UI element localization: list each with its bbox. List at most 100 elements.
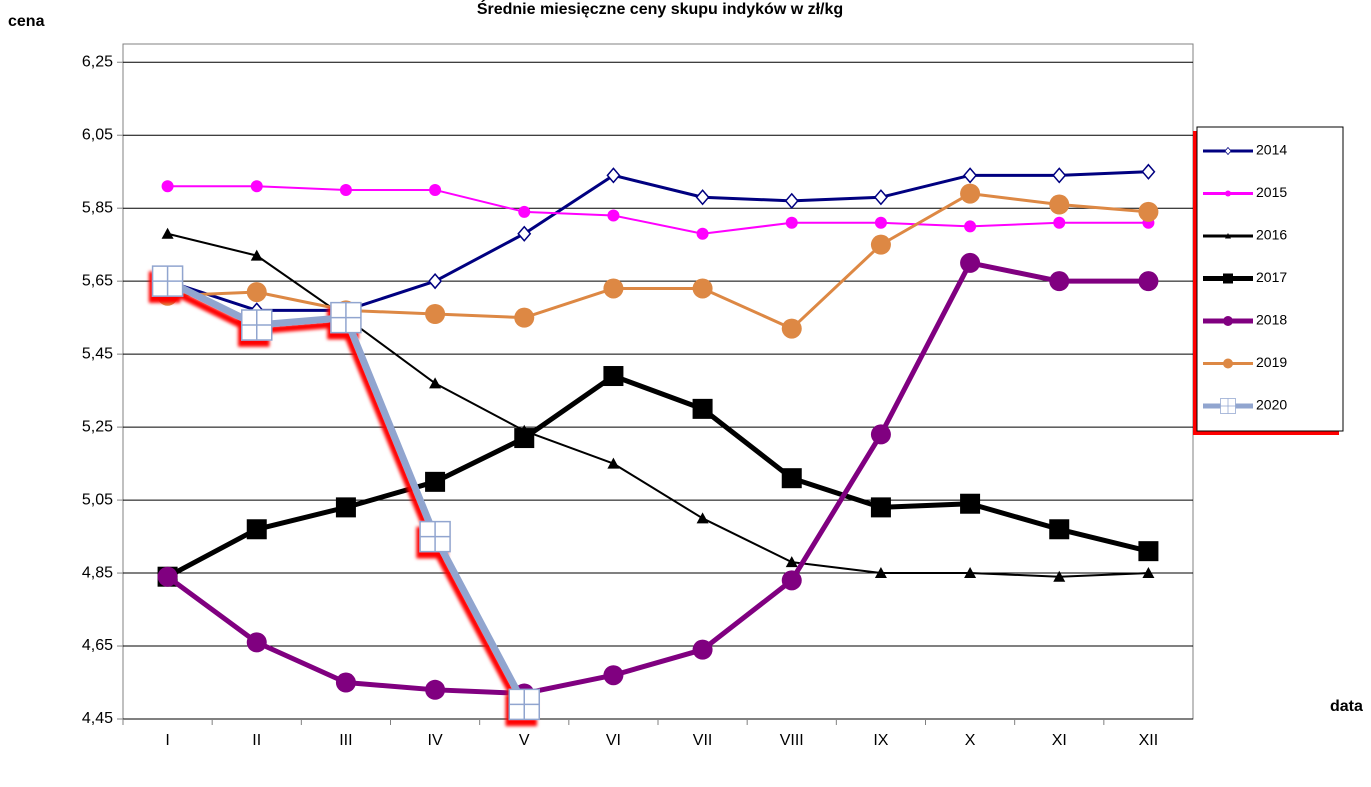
x-tick-label: I bbox=[165, 732, 169, 749]
legend-marker bbox=[1225, 190, 1231, 197]
data-point bbox=[335, 672, 356, 693]
series-line bbox=[166, 373, 1150, 579]
data-point bbox=[339, 183, 352, 196]
data-point bbox=[250, 180, 263, 193]
data-point bbox=[161, 227, 174, 239]
legend-marker bbox=[1224, 146, 1232, 156]
data-point bbox=[603, 665, 624, 686]
data-point bbox=[1049, 271, 1070, 292]
series-line bbox=[166, 278, 528, 707]
legend-label: 2015 bbox=[1256, 184, 1287, 200]
x-tick-label: II bbox=[252, 732, 261, 749]
data-point bbox=[425, 679, 446, 700]
legend-label: 2016 bbox=[1256, 227, 1287, 243]
legend-marker bbox=[1223, 316, 1233, 326]
y-tick-label: 5,65 bbox=[82, 272, 113, 289]
data-point bbox=[246, 519, 267, 540]
data-point bbox=[1142, 567, 1155, 579]
data-point bbox=[874, 216, 887, 229]
legend-marker bbox=[1223, 358, 1233, 369]
legend-symbol bbox=[1225, 233, 1231, 239]
data-point bbox=[874, 567, 887, 579]
data-point bbox=[870, 497, 891, 518]
data-point bbox=[514, 428, 535, 449]
x-tick-label: X bbox=[965, 732, 976, 749]
data-point bbox=[151, 265, 184, 297]
data-point bbox=[960, 493, 981, 514]
legend-label: 2018 bbox=[1256, 312, 1287, 328]
data-point bbox=[963, 167, 978, 184]
data-point bbox=[870, 234, 891, 255]
data-point bbox=[1138, 541, 1159, 562]
data-point bbox=[161, 180, 174, 193]
legend-symbol bbox=[1223, 316, 1233, 326]
y-tick-label: 4,85 bbox=[82, 564, 113, 581]
legend-label: 2014 bbox=[1256, 142, 1287, 158]
series bbox=[151, 265, 540, 721]
x-tick-label: VII bbox=[693, 732, 713, 749]
legend-marker bbox=[1220, 398, 1236, 414]
series-line bbox=[166, 260, 1149, 696]
data-point bbox=[514, 307, 535, 328]
data-point bbox=[781, 318, 802, 339]
legend-marker bbox=[1225, 233, 1231, 239]
data-point bbox=[250, 249, 263, 261]
x-tick-label: IV bbox=[428, 732, 443, 749]
data-point bbox=[246, 282, 267, 303]
data-point bbox=[517, 225, 532, 242]
legend-symbol bbox=[1223, 358, 1233, 369]
data-point bbox=[330, 301, 362, 334]
data-point bbox=[1141, 163, 1156, 180]
data-point bbox=[696, 227, 709, 240]
legend-label: 2017 bbox=[1256, 269, 1287, 285]
series bbox=[157, 183, 1159, 339]
series bbox=[161, 180, 1155, 240]
legend-marker bbox=[1223, 273, 1233, 284]
series-line bbox=[167, 232, 1149, 578]
data-point bbox=[335, 497, 356, 518]
y-tick-label: 5,05 bbox=[82, 491, 113, 508]
series bbox=[157, 366, 1159, 587]
y-tick-label: 4,45 bbox=[82, 710, 113, 727]
legend-symbol bbox=[1224, 146, 1232, 156]
data-point bbox=[1049, 519, 1070, 540]
legend-label: 2019 bbox=[1256, 354, 1287, 370]
data-point bbox=[781, 468, 802, 489]
data-point bbox=[784, 192, 799, 210]
y-tick-label: 5,45 bbox=[82, 345, 113, 362]
x-tick-label: IX bbox=[873, 732, 888, 749]
data-point bbox=[603, 278, 624, 299]
data-point bbox=[607, 209, 620, 222]
data-point bbox=[1138, 271, 1159, 292]
x-tick-label: XI bbox=[1052, 732, 1067, 749]
data-point bbox=[429, 377, 442, 389]
data-point bbox=[425, 471, 446, 492]
data-point bbox=[1049, 194, 1070, 215]
x-axis-label: data bbox=[1330, 698, 1363, 715]
legend-label: 2020 bbox=[1256, 397, 1287, 413]
y-tick-label: 4,65 bbox=[82, 637, 113, 654]
data-point bbox=[964, 220, 977, 233]
x-tick-label: V bbox=[519, 732, 530, 749]
data-point bbox=[960, 252, 981, 273]
y-tick-label: 5,85 bbox=[82, 199, 113, 216]
legend-symbol bbox=[1225, 190, 1231, 197]
data-point bbox=[606, 167, 621, 184]
series bbox=[157, 252, 1159, 704]
x-tick-label: VIII bbox=[780, 732, 804, 749]
data-point bbox=[692, 398, 713, 419]
data-point bbox=[518, 205, 531, 218]
data-point bbox=[692, 278, 713, 299]
data-point bbox=[696, 512, 709, 524]
data-point bbox=[873, 189, 888, 206]
data-point bbox=[428, 273, 443, 290]
data-point bbox=[870, 424, 891, 445]
data-point bbox=[241, 309, 273, 341]
series-line bbox=[167, 185, 1149, 235]
data-point bbox=[157, 566, 178, 587]
data-point bbox=[1053, 570, 1066, 582]
x-tick-label: III bbox=[339, 732, 352, 749]
data-point bbox=[429, 183, 442, 196]
x-tick-label: XII bbox=[1139, 732, 1159, 749]
